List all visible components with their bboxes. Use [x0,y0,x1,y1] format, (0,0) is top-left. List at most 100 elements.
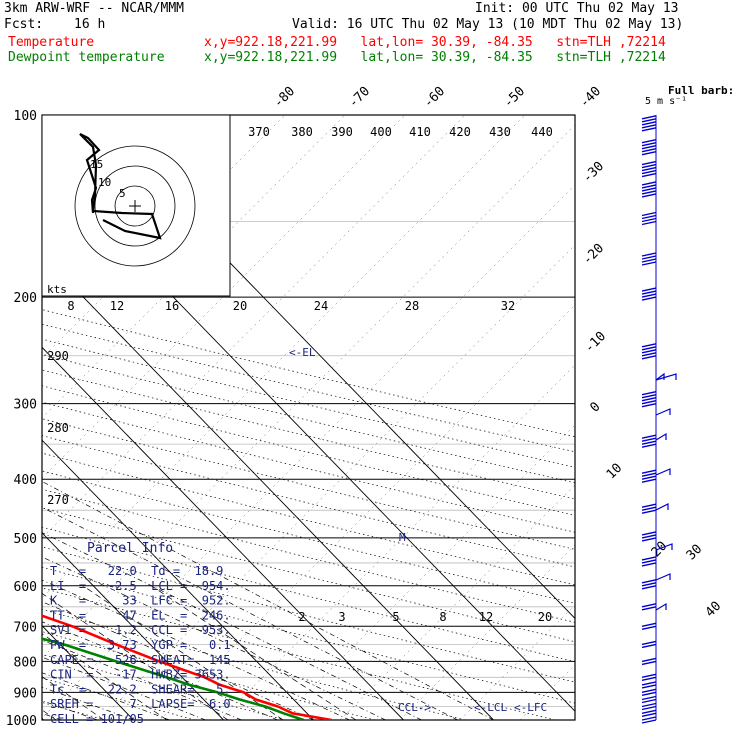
wind-barb [641,688,657,696]
pressure-tick-label: 800 [14,655,37,670]
pressure-tick-label: 400 [14,473,37,488]
lfc-marker: <-LFC [514,701,547,714]
theta-label: 410 [409,125,431,139]
hodograph-unit: kts [47,283,67,296]
parcel-info-row: T = 22.0 Td = 18.9 [50,564,223,578]
wind-barb [641,160,657,178]
parcel-info-title: Parcel Info [87,541,173,556]
mixing-ratio-label: 3 [338,610,345,624]
theta-e-label: 280 [47,421,69,435]
isotherm-line [42,532,224,720]
dry-adiabat [42,452,575,586]
temperature-legend: Temperature [8,35,95,50]
skew-guide-line [519,664,575,720]
parcel-info-row: SREH = 7 LAPSE= 6.0 [50,697,231,711]
isotherm-tick-label: -60 [421,84,448,111]
pressure-tick-label: 200 [14,291,37,306]
isotherm-tick-label: 40 [703,599,725,621]
lcl-marker: <-LCL [474,701,507,714]
wind-barb [655,602,667,611]
valid-time: Valid: 16 UTC Thu 02 May 13 (10 MDT Thu … [292,17,684,32]
hodograph-ring-label: 10 [98,176,111,189]
pressure-tick-label: 1000 [6,714,37,729]
pressure-tick-label: 100 [14,109,37,124]
dry-adiabat [42,488,575,623]
wind-barb [641,434,657,448]
pressure-tick-label: 600 [14,580,37,595]
isotherm-tick-label: 10 [604,461,626,483]
isotherm-tick-label: -70 [346,84,373,111]
pressure-tick-label: 500 [14,532,37,547]
init-time: Init: 00 UTC Thu 02 May 13 [475,1,679,16]
theta-label: 390 [331,125,353,139]
isotherm-tick-label: -10 [582,329,609,356]
wind-barb [655,468,671,476]
mixing-ratio-line [42,592,229,720]
mixing-ratio-line [151,585,357,720]
isotherm-tick-label: 30 [684,542,706,564]
skew-guide-line [700,70,740,720]
parcel-info-row: CIN = -17 HWBZ= 3653. [50,668,231,682]
parcel-info-row: K = 33 LFC = 952. [50,594,231,608]
theta-label: 440 [531,125,553,139]
mixing-height-marker: M [399,531,406,544]
dewpoint-legend: Dewpoint temperature [8,50,165,65]
wind-barb [655,503,669,511]
hodograph-ring [74,145,196,267]
wind-barb [641,709,657,717]
dry-adiabat [42,470,575,604]
temperature-scale-label: 12 [110,299,124,313]
wind-barb [641,531,657,542]
mixing-ratio-line [82,585,284,720]
parcel-info-row: TT = 47 EL = 246. [50,608,231,622]
temperature-scale-label: 20 [233,299,247,313]
mixing-ratio-label: 8 [439,610,446,624]
parcel-info-row: SVI = 1.2 CCL = 953. [50,623,231,637]
wind-barb [641,702,657,711]
isotherm-tick-label: -30 [580,159,607,186]
theta-label: 430 [489,125,511,139]
wind-barb [655,573,671,581]
parcel-info-row: CAPE = 526 SWEAT= 145 [50,653,231,667]
isotherm-line [42,346,404,720]
isotherm-line [42,253,494,720]
parcel-info-panel: Parcel Info T = 22.0 Td = 18.9LI = -2.5 … [50,541,231,726]
wind-barb [655,408,671,416]
temperature-scale-label: 16 [165,299,179,313]
hodograph-ring [94,165,176,247]
moist-adiabat [42,579,350,720]
theta-label: 420 [449,125,471,139]
ccl-marker: CCL-> [398,701,431,714]
wind-barb [655,543,673,551]
wind-barb [641,252,657,266]
theta-label: 380 [291,125,313,139]
isotherm-tick-label: -40 [577,84,604,111]
dewpoint-trace [42,637,305,720]
forecast-label: Fcst: [4,17,44,32]
wind-barb [641,681,657,689]
temperature-scale-label: 24 [314,299,328,313]
wind-barb [641,695,657,704]
skew-guide-line [399,544,575,720]
isotherm-tick-label: 0 [587,399,603,415]
isotherm-line [42,439,314,720]
isotherm-tick-label: -20 [580,241,607,268]
mixing-ratio-label: 12 [479,610,493,624]
dry-adiabat [42,435,575,568]
wind-barb [641,657,657,666]
pressure-tick-label: 700 [14,620,37,635]
theta-label: 400 [370,125,392,139]
wind-barb [641,603,657,611]
mixing-ratio-label: 2 [298,610,305,624]
wind-barb [655,372,665,381]
hodograph-trace [79,133,162,240]
wind-barb [641,673,657,681]
parcel-info-row: Tc = 22.2 SHEAR= 5. [50,682,231,696]
wind-barb [641,287,657,301]
isotherm-tick-label: -80 [271,84,298,111]
parcel-info-row: PW = 3.73 YGP = 0.1 [50,638,231,652]
wind-barb [641,181,657,198]
temperature-scale-label: 8 [67,299,74,313]
mixing-ratio-line [42,633,168,720]
